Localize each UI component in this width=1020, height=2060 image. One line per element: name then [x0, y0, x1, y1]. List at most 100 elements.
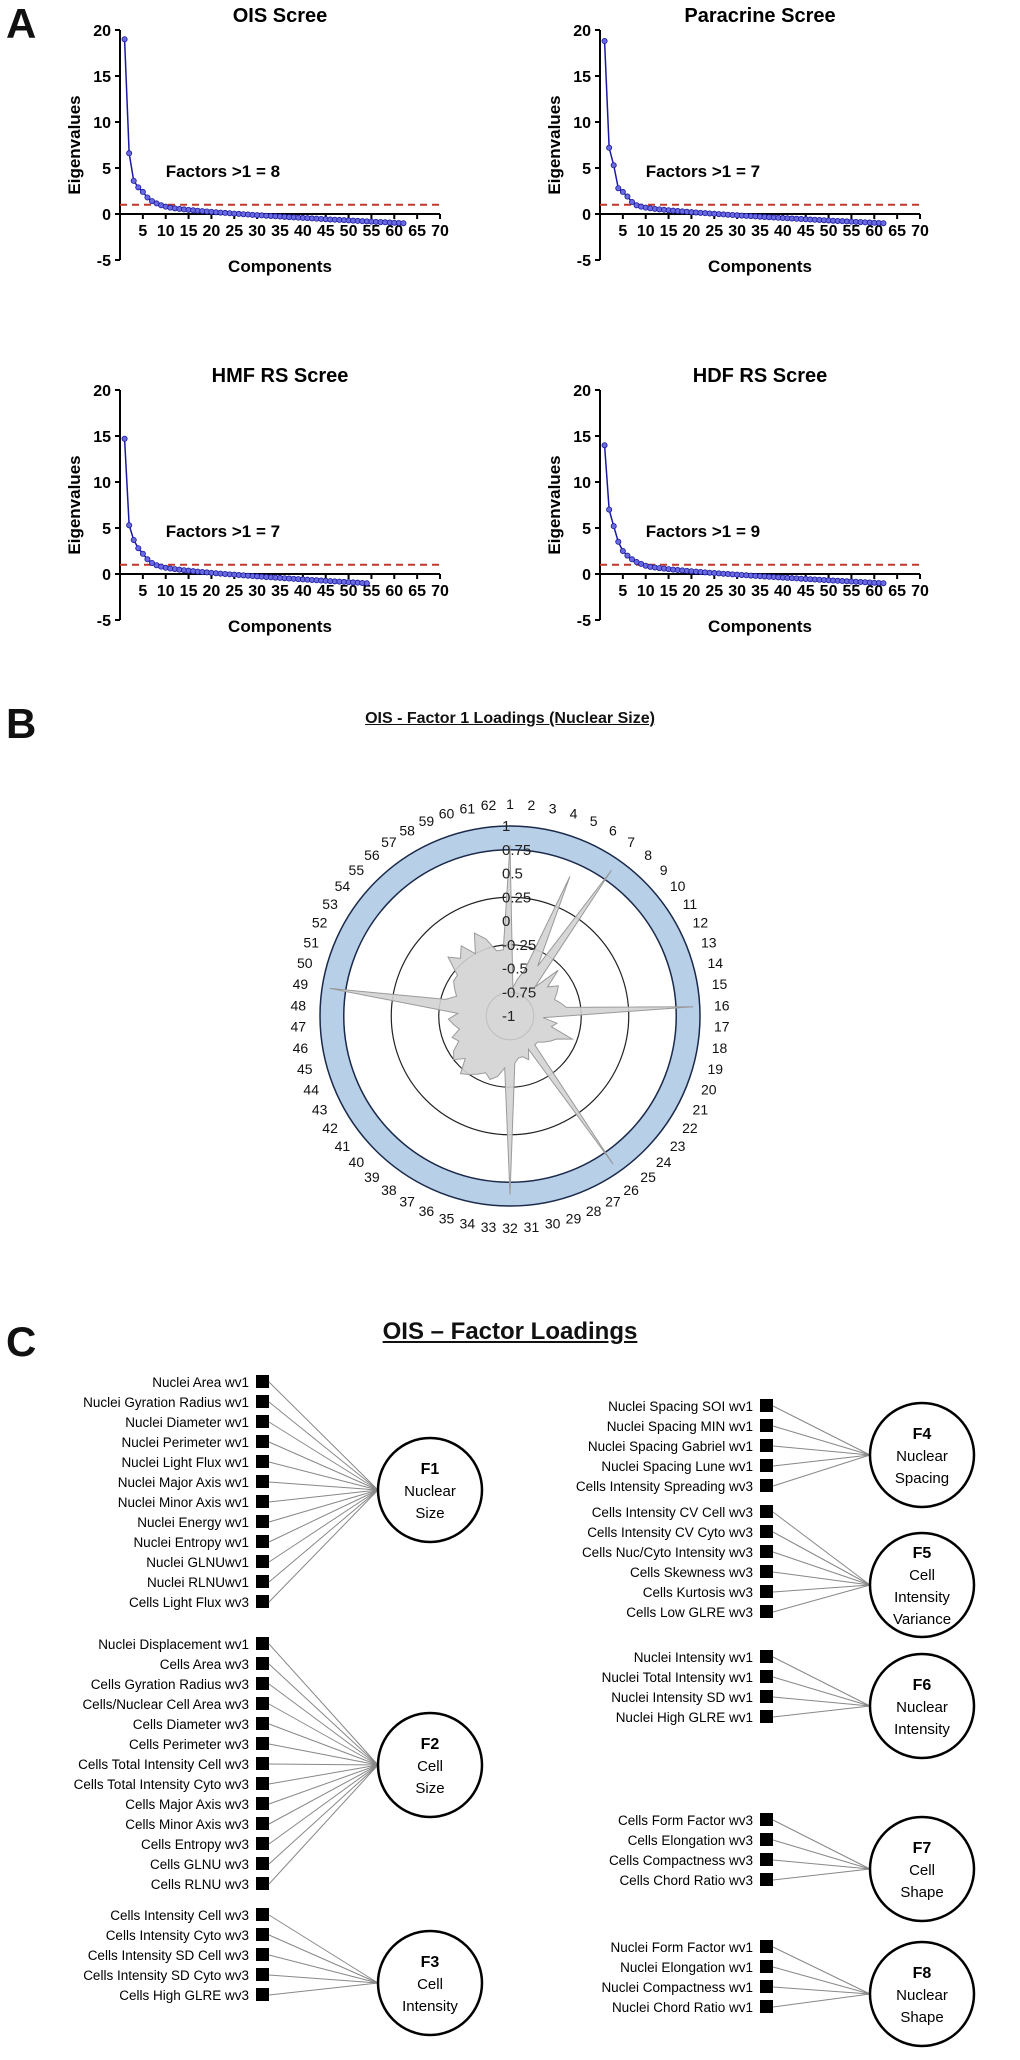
radar-category-label: 25: [640, 1169, 656, 1185]
factor-connector: [772, 1445, 871, 1456]
factor-name: Nuclear: [896, 1987, 948, 2004]
scree-point: [144, 556, 151, 563]
factor-connector: [772, 1584, 871, 1593]
radar-scale-label: 0: [502, 913, 510, 930]
factor-name: Size: [415, 1780, 444, 1797]
radar-scale-label: -0.25: [502, 937, 536, 954]
radar-loadings-area: [329, 844, 694, 1195]
radar-category-label: 61: [460, 800, 476, 816]
factor-name: Size: [415, 1505, 444, 1522]
scree-point: [149, 559, 156, 566]
factor-connector: [268, 1764, 379, 1865]
factor-item-marker: [760, 1399, 773, 1412]
factor-item-marker: [760, 1605, 773, 1618]
factor-item-marker: [760, 1853, 773, 1866]
factor-connector: [772, 1551, 871, 1586]
radar-category-label: 21: [693, 1101, 709, 1117]
radar-scale-label: 0.75: [502, 842, 531, 859]
factor-connector: [268, 1489, 379, 1523]
panel-b-label: B: [6, 700, 37, 747]
radar-category-label: 44: [303, 1082, 319, 1098]
factor-item-label: Cells Minor Axis wv3: [125, 1817, 249, 1832]
radar-category-label: 13: [701, 934, 717, 950]
factor-connector: [268, 1663, 379, 1766]
scree-point: [121, 36, 128, 43]
radar-category-label: 18: [712, 1040, 728, 1056]
factor-connector: [268, 1489, 379, 1503]
factor-name: Shape: [900, 2009, 943, 2026]
factor-item-marker: [760, 1479, 773, 1492]
y-tick-label: 10: [93, 115, 111, 132]
x-tick-label: 60: [385, 583, 403, 600]
x-tick-label: 45: [317, 223, 335, 240]
factor-item-label: Cells Total Intensity Cyto wv3: [74, 1777, 249, 1792]
radar-category-label: 36: [419, 1203, 435, 1219]
scree-point: [139, 188, 146, 195]
radar-chart: 10.750.50.250-0.25-0.5-0.75-11 2 3 4 5678910…: [290, 796, 730, 1236]
factor-item-marker: [760, 1525, 773, 1538]
factor-item-marker: [256, 1535, 269, 1548]
radar-category-label: 58: [399, 823, 415, 839]
factor-connector: [772, 1966, 871, 1995]
radar-category-label: 4: [570, 806, 578, 822]
x-tick-label: 70: [911, 583, 929, 600]
scree-point: [624, 552, 631, 559]
radar-category-label: 41: [335, 1138, 351, 1154]
factor-item-label: Cells Compactness wv3: [609, 1853, 753, 1868]
factor-item-label: Cells/Nuclear Cell Area wv3: [82, 1697, 249, 1712]
factor-circle: [376, 1929, 484, 2037]
scree-point: [629, 199, 636, 206]
y-tick-label: 10: [573, 475, 591, 492]
factor-id: F4: [913, 1426, 932, 1443]
panel-c-label: C: [6, 1318, 37, 1365]
factor-connector: [268, 1764, 379, 1805]
factor-item-label: Cells Intensity SD Cyto wv3: [83, 1968, 249, 1983]
factor-item-label: Nuclei Spacing SOI wv1: [608, 1399, 753, 1414]
radar-scale-label: 1: [502, 818, 510, 835]
factor-connector: [772, 1531, 871, 1586]
factor-item-marker: [256, 1817, 269, 1830]
factor-connector: [268, 1489, 379, 1583]
factor-connector: [268, 1489, 379, 1543]
factor-circle: [868, 1531, 976, 1639]
factor-item-label: Nuclei Spacing MIN wv1: [607, 1419, 753, 1434]
y-axis-label: Eigenvalues: [65, 95, 84, 194]
x-tick-label: 25: [705, 223, 723, 240]
scree-point: [606, 144, 613, 151]
radar-category-label: 16: [714, 997, 730, 1013]
factor-item-label: Cells Total Intensity Cell wv3: [78, 1757, 249, 1772]
radar-category-label: 14: [707, 955, 723, 971]
radar-category-label: 54: [335, 878, 351, 894]
factor-item-marker: [256, 1757, 269, 1770]
factor-item-label: Nuclei Light Flux wv1: [121, 1455, 249, 1470]
x-tick-label: 15: [660, 223, 678, 240]
radar-category-label: 49: [293, 976, 309, 992]
scree-point: [615, 185, 622, 192]
x-tick-label: 15: [180, 583, 198, 600]
x-tick-label: 20: [203, 583, 221, 600]
factor-item-marker: [256, 1475, 269, 1488]
scree-point: [601, 38, 608, 45]
factor-name: Variance: [893, 1611, 951, 1628]
y-tick-label: 0: [582, 567, 591, 584]
x-tick-label: 5: [138, 583, 147, 600]
factor-item-marker: [256, 1908, 269, 1921]
factor-name: Intensity: [402, 1998, 458, 2015]
factor-item-label: Cells Intensity CV Cyto wv3: [587, 1525, 753, 1540]
y-tick-label: 15: [573, 429, 591, 446]
factor-item-marker: [760, 1419, 773, 1432]
x-tick-label: 35: [271, 583, 289, 600]
factor-item-marker: [760, 1833, 773, 1846]
scree-point: [363, 580, 370, 587]
x-tick-label: 5: [138, 223, 147, 240]
x-tick-label: 65: [888, 583, 906, 600]
factor-item-marker: [256, 1575, 269, 1588]
factor-item-label: Cells Intensity Spreading wv3: [576, 1479, 753, 1494]
factor-circle: [868, 1940, 976, 2048]
scree-series-line: [123, 39, 404, 224]
factor-item-marker: [256, 1637, 269, 1650]
x-tick-label: 65: [888, 223, 906, 240]
factor-item-label: Nuclei Gyration Radius wv1: [83, 1395, 249, 1410]
factor-id: F5: [913, 1545, 932, 1562]
